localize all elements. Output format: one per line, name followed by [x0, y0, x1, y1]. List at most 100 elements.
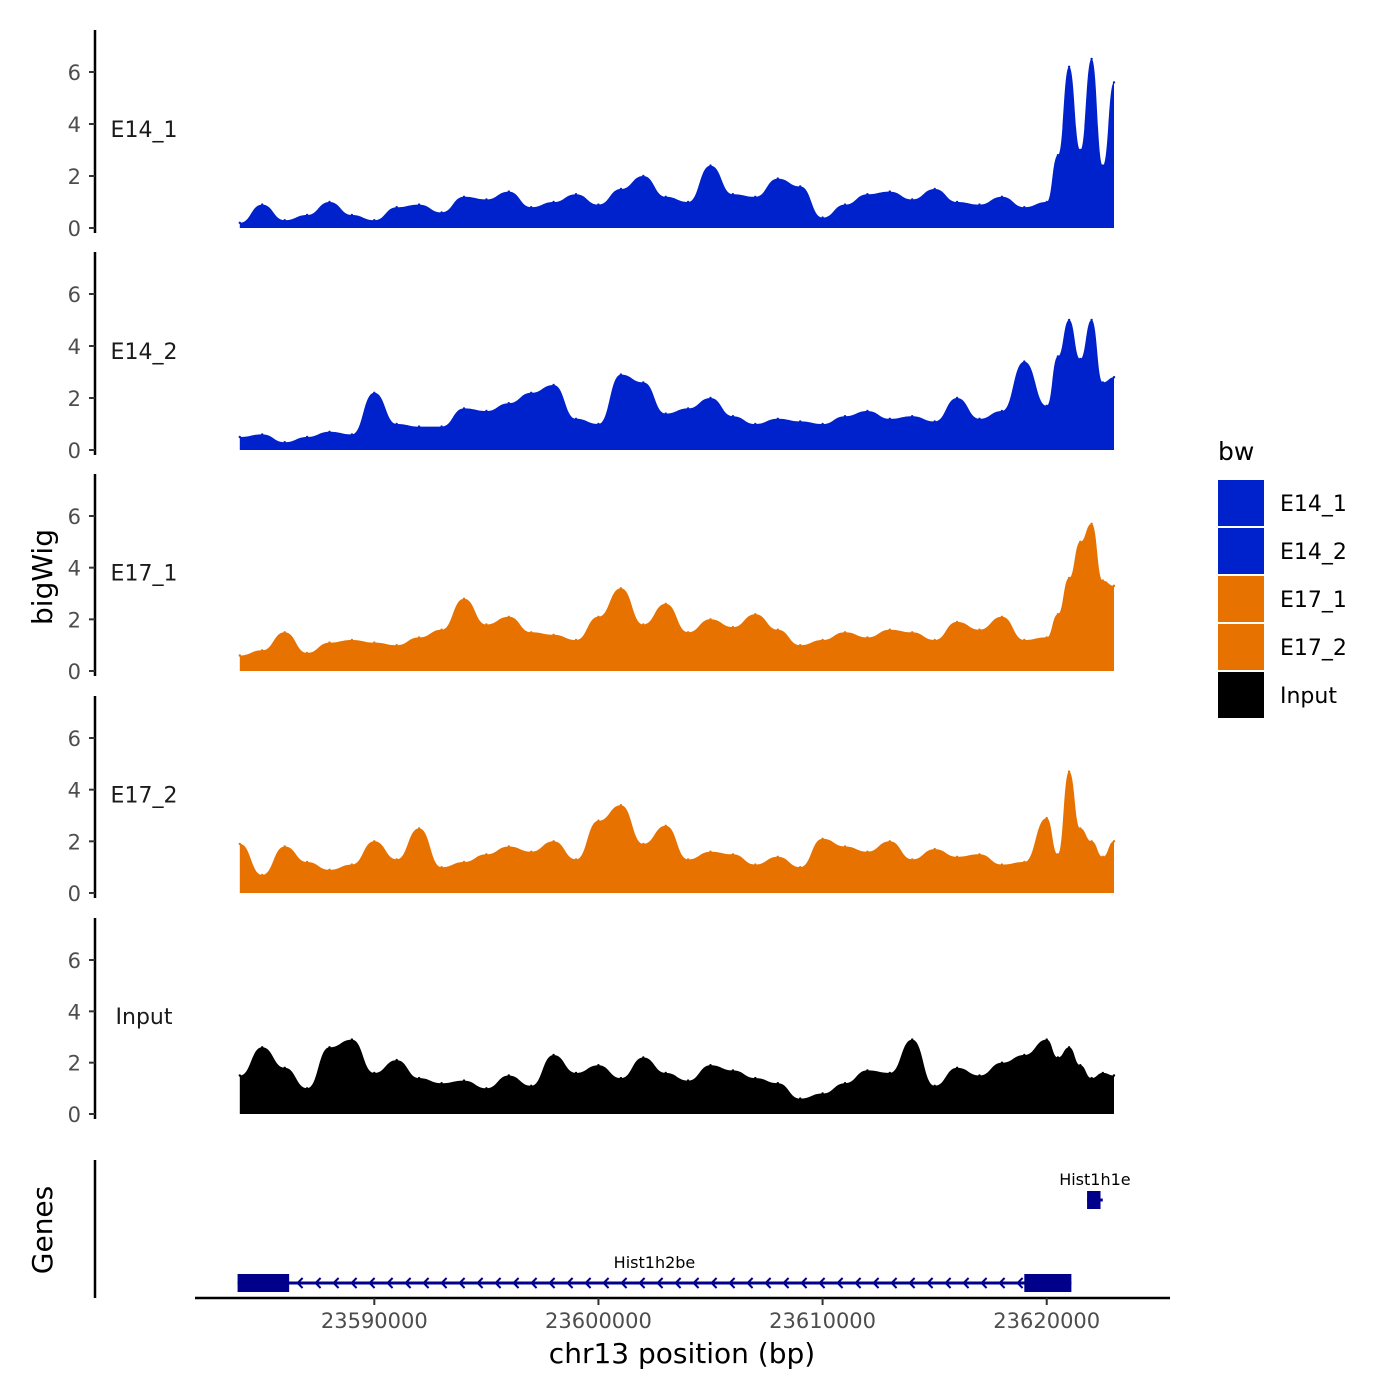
data-point	[485, 1087, 488, 1090]
data-point	[395, 422, 398, 426]
y-tick-label: 6	[68, 505, 81, 529]
data-point	[462, 597, 466, 600]
data-point	[1000, 615, 1004, 618]
data-point	[776, 628, 779, 631]
strand-arrow	[710, 1277, 718, 1289]
data-point	[866, 850, 869, 853]
data-point	[978, 417, 981, 420]
legend-swatch	[1218, 528, 1264, 574]
data-point	[642, 842, 645, 846]
strand-arrow	[584, 1277, 592, 1289]
data-point	[238, 842, 241, 846]
track-label: E14_2	[111, 340, 178, 365]
data-point	[507, 1074, 510, 1077]
data-point	[1079, 1064, 1082, 1067]
legend-swatch	[1218, 576, 1264, 622]
y-tick-label: 2	[68, 165, 81, 189]
data-point	[283, 631, 286, 634]
data-point	[799, 1097, 802, 1100]
data-point	[305, 860, 309, 864]
data-point	[978, 628, 981, 631]
strand-arrow	[404, 1277, 412, 1289]
data-point	[1045, 816, 1048, 820]
data-point	[754, 1076, 757, 1080]
data-point	[933, 847, 936, 851]
data-point	[888, 840, 891, 843]
track-input: 0 2 4 6 Input	[68, 918, 1116, 1127]
strand-arrow	[512, 1277, 520, 1289]
data-point	[664, 1071, 667, 1075]
data-point	[664, 412, 667, 415]
legend-label: E17_1	[1280, 588, 1347, 613]
data-point	[1056, 853, 1060, 856]
legend-swatch	[1218, 672, 1264, 718]
y-tick-label: 0	[68, 1103, 81, 1127]
data-point	[1000, 195, 1004, 198]
data-point	[978, 1074, 981, 1077]
data-point	[507, 615, 510, 618]
data-point	[530, 850, 533, 853]
strand-arrow	[440, 1277, 448, 1289]
strand-arrow	[656, 1277, 664, 1289]
data-point	[933, 420, 936, 423]
strand-arrow	[314, 1277, 322, 1289]
data-point	[1101, 579, 1105, 582]
strand-arrow	[998, 1277, 1006, 1289]
data-point	[1023, 860, 1026, 864]
track-e14-1: 0 2 4 6 E14_1	[68, 30, 1116, 241]
data-point	[664, 824, 667, 827]
data-point	[283, 441, 286, 444]
data-point	[597, 819, 600, 822]
strand-arrow	[782, 1277, 790, 1289]
data-point	[350, 638, 354, 642]
data-point	[440, 211, 443, 214]
data-point	[1023, 1053, 1026, 1057]
data-point	[1000, 863, 1004, 866]
y-tick-label: 4	[68, 335, 81, 359]
data-point	[731, 1069, 735, 1072]
data-point	[843, 415, 847, 418]
data-point	[1101, 855, 1105, 858]
data-point	[552, 383, 555, 387]
strand-arrow	[746, 1277, 754, 1289]
data-point	[776, 177, 779, 180]
data-point	[417, 827, 421, 830]
data-point	[305, 651, 309, 655]
data-point	[328, 868, 331, 871]
genes-panel: Hist1h2be Hist1h1e	[93, 1160, 1131, 1298]
data-point	[619, 587, 623, 590]
data-point	[731, 853, 735, 856]
legend-label: E14_1	[1280, 492, 1347, 517]
strand-arrow	[818, 1277, 826, 1289]
data-point	[417, 1076, 421, 1080]
data-point	[440, 425, 443, 428]
data-point	[574, 1071, 578, 1075]
data-point	[395, 1058, 398, 1062]
strand-arrow	[854, 1277, 862, 1289]
data-point	[1000, 409, 1004, 413]
gene-hist1h1e: Hist1h1e	[1059, 1170, 1131, 1209]
data-point	[283, 219, 286, 222]
gene-label: Hist1h1e	[1059, 1170, 1130, 1189]
data-point	[530, 1084, 533, 1088]
data-point	[305, 213, 309, 217]
data-point	[1023, 206, 1026, 209]
data-point	[731, 193, 735, 196]
data-point	[328, 641, 331, 644]
data-point	[1067, 770, 1071, 773]
legend-swatch	[1218, 624, 1264, 670]
strand-arrow	[962, 1277, 970, 1289]
gene-label: Hist1h2be	[614, 1253, 696, 1272]
legend-item-e14-1: E14_1	[1218, 480, 1347, 526]
gene-exon	[1087, 1191, 1101, 1209]
legend-item-e17-2: E17_2	[1218, 624, 1347, 670]
data-point	[955, 620, 959, 624]
data-point	[978, 203, 981, 206]
strand-arrow	[350, 1277, 358, 1289]
data-point	[597, 1064, 600, 1067]
x-tick-label: 23620000	[993, 1309, 1100, 1333]
data-point	[933, 1084, 936, 1088]
strand-arrow	[638, 1277, 646, 1289]
data-point	[933, 638, 936, 642]
data-point	[283, 1066, 286, 1070]
